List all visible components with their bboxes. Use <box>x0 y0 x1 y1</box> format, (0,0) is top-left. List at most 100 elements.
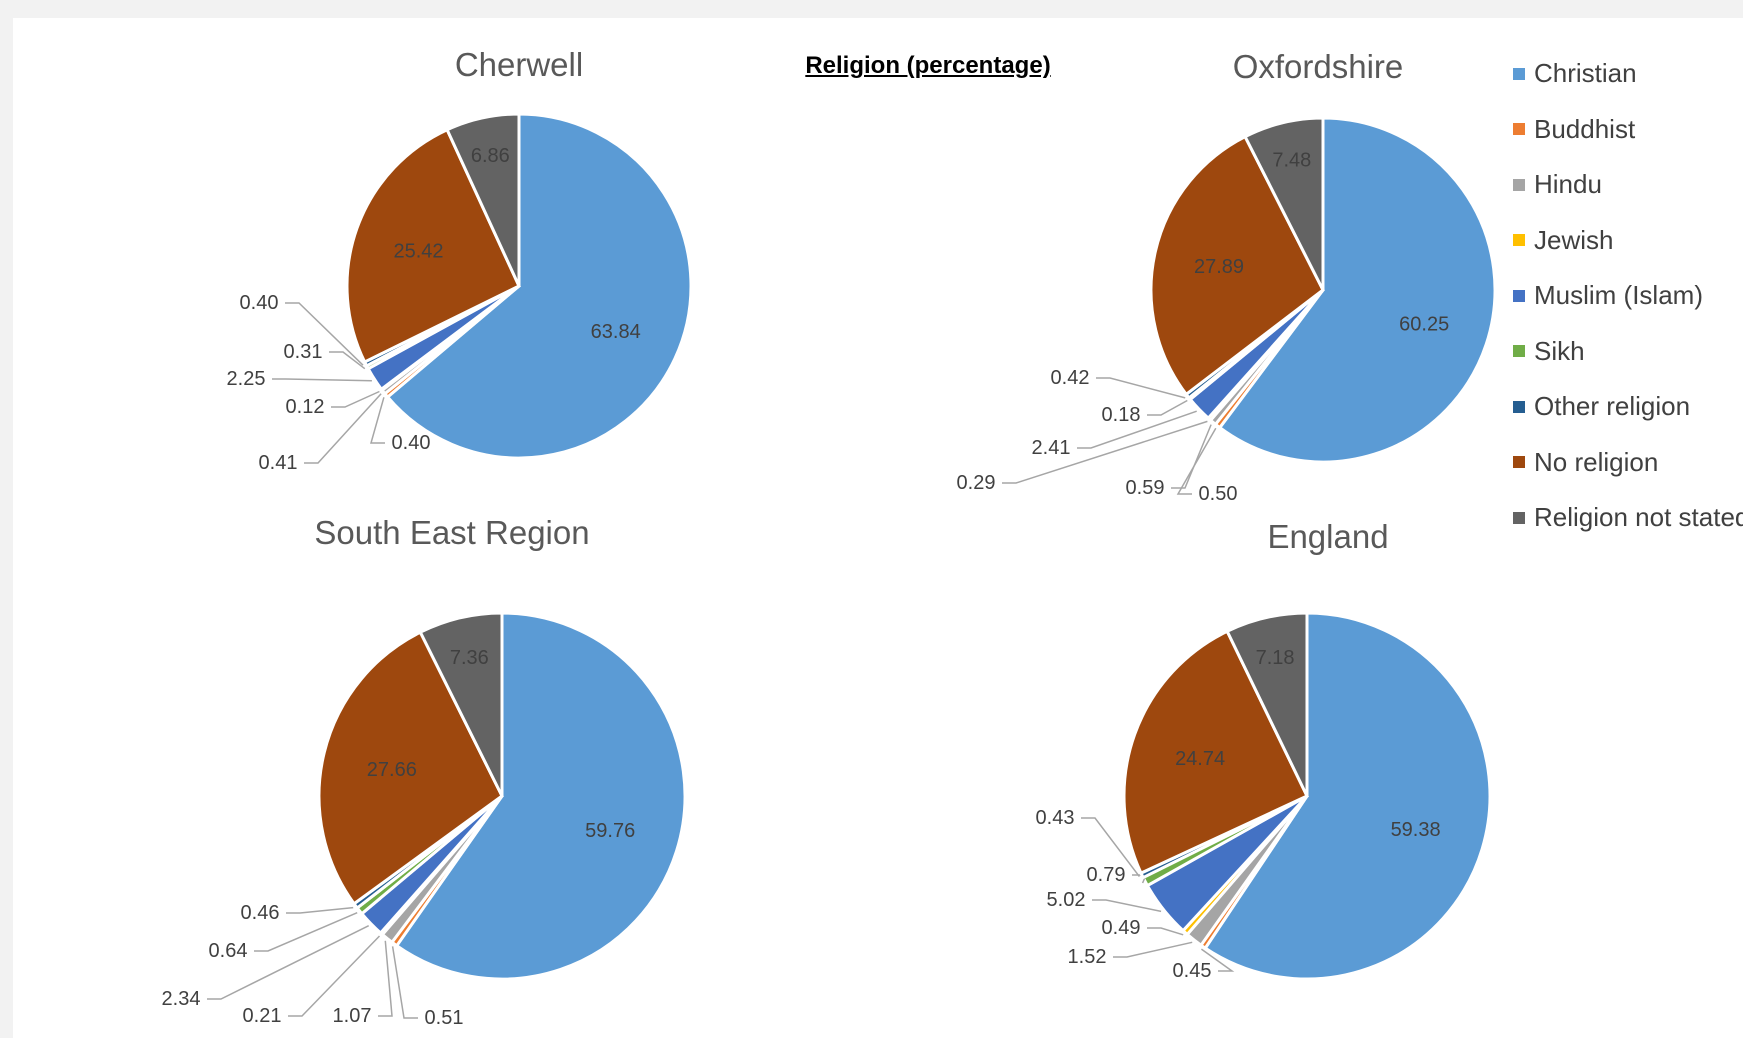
chart-title: South East Region <box>314 514 589 551</box>
leader-line <box>391 946 418 1019</box>
data-label: 60.25 <box>1399 314 1449 336</box>
data-label: 0.79 <box>1087 864 1126 886</box>
data-label: 0.40 <box>392 432 431 454</box>
data-label: 0.59 <box>1126 477 1165 499</box>
data-label: 0.64 <box>209 940 248 962</box>
data-label: 25.42 <box>393 240 443 262</box>
chart-title: England <box>1267 518 1388 555</box>
data-label: 1.52 <box>1068 946 1107 968</box>
leader-line <box>370 397 385 444</box>
chart-area: Religion (percentage) Cherwell 63.84 0.40 0… <box>13 18 1743 1038</box>
pie-slice <box>1203 611 1492 981</box>
leader-line <box>1147 399 1188 416</box>
data-label: 7.48 <box>1272 150 1311 172</box>
legend-swatch <box>1513 67 1525 80</box>
legend-item: Buddhist <box>1513 102 1743 158</box>
data-label: 0.49 <box>1102 917 1141 939</box>
data-label: 0.42 <box>1051 367 1090 389</box>
data-label: 6.86 <box>471 145 510 167</box>
leader-line <box>1176 427 1217 495</box>
leader-line <box>1096 377 1186 399</box>
legend-label: Religion not stated <box>1534 502 1743 533</box>
pie-slice <box>445 112 521 287</box>
pie-charts-canvas: Cherwell 63.84 0.40 0.41 0.12 2.25 0.31 0.40 25.… <box>162 46 1497 1029</box>
pie-slice <box>394 611 687 981</box>
data-label: 2.34 <box>162 988 201 1010</box>
legend-item: Christian <box>1513 46 1743 102</box>
legend-label: Buddhist <box>1534 113 1636 144</box>
legend-item: Sikh <box>1513 324 1743 380</box>
legend-item: Other religion <box>1513 379 1743 435</box>
pie-chart: England 59.38 0.45 1.52 0.49 5.020.79 0.43 24.7… <box>1036 518 1492 982</box>
data-label: 63.84 <box>591 321 641 343</box>
data-label: 0.41 <box>259 452 298 474</box>
legend-swatch <box>1513 289 1525 302</box>
legend-swatch <box>1513 511 1525 524</box>
data-label: 0.46 <box>241 902 280 924</box>
leader-line <box>1092 899 1162 913</box>
pie-slice <box>1225 611 1309 797</box>
chart-title: Cherwell <box>455 46 583 83</box>
pie-slice <box>345 127 521 364</box>
leader-line <box>1147 927 1184 936</box>
legend-item: Jewish <box>1513 213 1743 269</box>
leader-line <box>304 393 382 464</box>
leader-line <box>331 390 380 408</box>
legend-label: Other religion <box>1534 391 1691 422</box>
legend-swatch <box>1513 456 1525 469</box>
leader-line <box>285 302 364 366</box>
data-label: 2.25 <box>227 368 266 390</box>
data-label: 24.74 <box>1175 748 1225 770</box>
leader-line <box>1002 420 1208 484</box>
main-title: Religion (percentage) <box>805 52 1051 79</box>
legend-label: Christian <box>1534 58 1637 89</box>
legend-label: Muslim (Islam) <box>1534 280 1703 311</box>
pie-slice <box>385 112 693 460</box>
pie-slice <box>418 611 504 797</box>
data-label: 59.76 <box>585 820 635 842</box>
pie-chart: Oxfordshire 60.25 0.50 0.59 0.29 2.41 0.18 0.42… <box>957 48 1497 505</box>
data-label: 27.66 <box>367 759 417 781</box>
pie-slice <box>1149 134 1325 397</box>
leader-line <box>378 940 393 1017</box>
data-label: 5.02 <box>1047 889 1086 911</box>
leader-line <box>1081 817 1140 878</box>
data-label: 7.36 <box>450 647 489 669</box>
chart-title: Oxfordshire <box>1233 48 1404 85</box>
data-label: 27.89 <box>1194 256 1244 278</box>
pie-chart: Cherwell 63.84 0.40 0.41 0.12 2.25 0.31 0.40 25.… <box>227 46 693 474</box>
legend-label: Hindu <box>1534 169 1602 200</box>
legend-label: No religion <box>1534 446 1659 477</box>
legend-swatch <box>1513 400 1525 413</box>
data-label: 2.41 <box>1032 437 1071 459</box>
legend: Christian Buddhist Hindu Jewish Muslim (Isla… <box>1513 46 1743 546</box>
leader-line <box>329 351 366 370</box>
pie-slice <box>1243 116 1325 291</box>
legend-item: No religion <box>1513 435 1743 491</box>
legend-label: Sikh <box>1534 335 1585 366</box>
leader-line <box>1171 424 1212 489</box>
leader-line <box>254 912 358 952</box>
data-label: 1.07 <box>333 1005 372 1027</box>
data-label: 0.50 <box>1199 483 1238 505</box>
legend-item: Religion not stated <box>1513 490 1743 546</box>
data-label: 0.40 <box>240 292 279 314</box>
data-label: 0.43 <box>1036 807 1075 829</box>
data-label: 0.12 <box>286 396 325 418</box>
data-label: 0.21 <box>243 1005 282 1027</box>
leader-line <box>286 906 354 914</box>
legend-swatch <box>1513 123 1525 136</box>
data-label: 7.18 <box>1256 647 1295 669</box>
legend-item: Muslim (Islam) <box>1513 268 1743 324</box>
data-label: 59.38 <box>1391 819 1441 841</box>
leader-line <box>1113 941 1193 958</box>
data-label: 0.51 <box>425 1007 464 1029</box>
leader-line <box>207 925 370 1000</box>
legend-swatch <box>1513 234 1525 247</box>
data-label: 0.29 <box>957 472 996 494</box>
leader-line <box>288 935 381 1017</box>
leader-line <box>1077 410 1197 449</box>
leader-line <box>1200 948 1235 972</box>
data-label: 0.45 <box>1173 960 1212 982</box>
leader-line <box>272 378 372 382</box>
